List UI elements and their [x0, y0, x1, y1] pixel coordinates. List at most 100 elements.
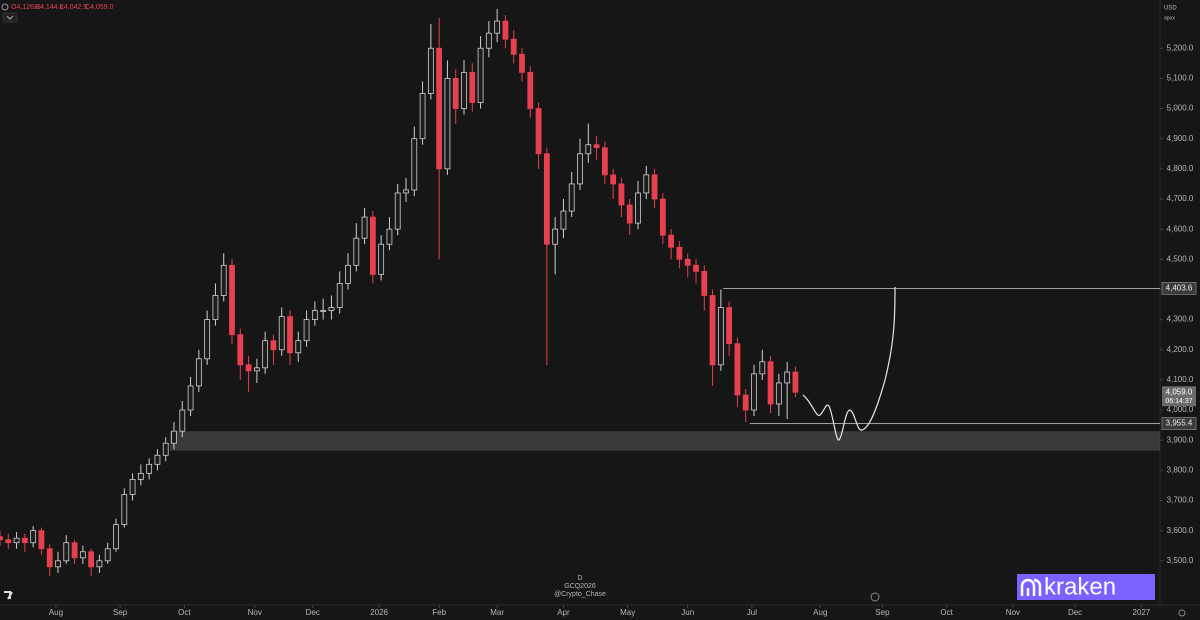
- candle-body: [635, 192, 641, 224]
- author: @Crypto_Chase: [554, 591, 606, 598]
- candle-body: [726, 307, 733, 345]
- candle-body: [63, 542, 70, 562]
- x-tick-label: Jun: [681, 608, 694, 617]
- candle-body: [21, 537, 28, 544]
- y-tick-label: 4,000.0: [1167, 405, 1194, 414]
- candle-body: [88, 551, 95, 568]
- candle-body: [146, 463, 153, 474]
- candle-body: [30, 530, 37, 544]
- x-tick-label: Dec: [306, 608, 320, 617]
- candle-body: [171, 430, 177, 444]
- candle-body: [0, 536, 3, 541]
- candle-body: [543, 153, 550, 245]
- x-tick-label: Mar: [490, 608, 504, 617]
- y-tick-label: 4,200.0: [1167, 345, 1194, 354]
- candle-body: [204, 319, 211, 360]
- last-price-tag: [1162, 386, 1196, 407]
- candle-body: [13, 537, 20, 544]
- y-tick-label: 4,800.0: [1167, 164, 1194, 173]
- candle-body: [253, 367, 260, 372]
- x-tick-label: Sep: [875, 608, 890, 617]
- candle-body: [378, 243, 385, 275]
- candle-body: [792, 371, 799, 393]
- candle-body: [709, 295, 716, 366]
- candle-body: [527, 71, 534, 109]
- settings-button[interactable]: [1178, 609, 1186, 617]
- candle-body: [162, 442, 169, 456]
- candle-body: [693, 264, 699, 272]
- x-tick-label: 2026: [370, 608, 388, 617]
- scroll-button[interactable]: [870, 592, 880, 602]
- candle-body: [626, 204, 633, 224]
- candle-body: [477, 47, 484, 103]
- y-tick-label: 4,500.0: [1167, 254, 1194, 263]
- candle-body: [104, 548, 111, 562]
- status-icon: [1, 3, 9, 11]
- y-tick-label: 5,200.0: [1167, 43, 1194, 52]
- brand-icon: [1020, 578, 1042, 596]
- tv-logo: [4, 591, 13, 600]
- candle-body: [237, 334, 244, 366]
- candle-body: [38, 530, 45, 550]
- y-tick-label: 3,600.0: [1167, 526, 1194, 535]
- candle-body: [71, 542, 78, 559]
- collapse-button[interactable]: [2, 12, 18, 23]
- candle-body: [461, 71, 467, 109]
- y-tick-label: 3,900.0: [1167, 435, 1194, 444]
- level-label: 3,955.4: [1166, 419, 1193, 428]
- candle-body: [361, 216, 368, 239]
- x-tick-label: Oct: [178, 608, 191, 617]
- candle-body: [494, 20, 501, 34]
- level-tag: [1161, 282, 1197, 295]
- candle-body: [179, 409, 186, 432]
- y-tick-label: 4,100.0: [1167, 375, 1194, 384]
- x-tick-label: Feb: [432, 608, 446, 617]
- candle-body: [701, 270, 708, 296]
- candle-body: [519, 53, 525, 73]
- candle-body: [187, 385, 194, 411]
- candle-body: [5, 539, 12, 544]
- y-tick-label: 5,000.0: [1167, 104, 1194, 113]
- scale-mode[interactable]: apox: [1164, 15, 1175, 21]
- candle-body: [295, 340, 302, 354]
- x-tick-label: May: [620, 608, 635, 617]
- ohlc-close: C4,059.0: [85, 4, 114, 11]
- candle-body: [270, 340, 277, 351]
- candle-body: [55, 560, 61, 568]
- x-tick-label: Sep: [113, 608, 128, 617]
- candle-body: [220, 264, 227, 296]
- ohlc-low: L4,042.5: [60, 4, 87, 11]
- ohlc-high: H4,144.0: [35, 4, 64, 11]
- candle-body: [742, 394, 749, 411]
- candle-body: [328, 307, 335, 311]
- axes: 3,500.0 3,600.0 3,700.0 3,800.0 3,900.0 4,000…: [49, 43, 1197, 617]
- support-zone: [170, 431, 1160, 451]
- candle-body: [212, 295, 219, 320]
- symbol: GCQ2026: [564, 583, 596, 590]
- level-label: 4,403.6: [1166, 283, 1193, 292]
- candle-body: [411, 138, 418, 191]
- candle-body: [535, 108, 542, 155]
- y-tick-label: 4,900.0: [1167, 134, 1194, 143]
- y-tick-label: 3,800.0: [1167, 465, 1194, 474]
- candle-body: [419, 93, 426, 140]
- currency[interactable]: USD: [1164, 6, 1177, 12]
- candle-body: [121, 494, 128, 526]
- candle-body: [684, 258, 691, 266]
- candle-body: [320, 310, 327, 312]
- candle-body: [229, 264, 235, 336]
- candle-body: [386, 228, 393, 245]
- candle-body: [659, 198, 666, 236]
- candle-body: [345, 264, 351, 284]
- candle-body: [154, 454, 161, 465]
- candle-body: [751, 373, 757, 411]
- candle-body: [311, 310, 318, 320]
- candle-body: [610, 174, 617, 185]
- candle-body: [403, 189, 409, 194]
- candle-body: [195, 358, 202, 387]
- collapse-icon: [6, 15, 14, 20]
- candle-body: [784, 371, 791, 384]
- y-tick-label: 4,300.0: [1167, 315, 1194, 324]
- candle-body: [452, 77, 459, 109]
- x-tick-label: Aug: [49, 608, 63, 617]
